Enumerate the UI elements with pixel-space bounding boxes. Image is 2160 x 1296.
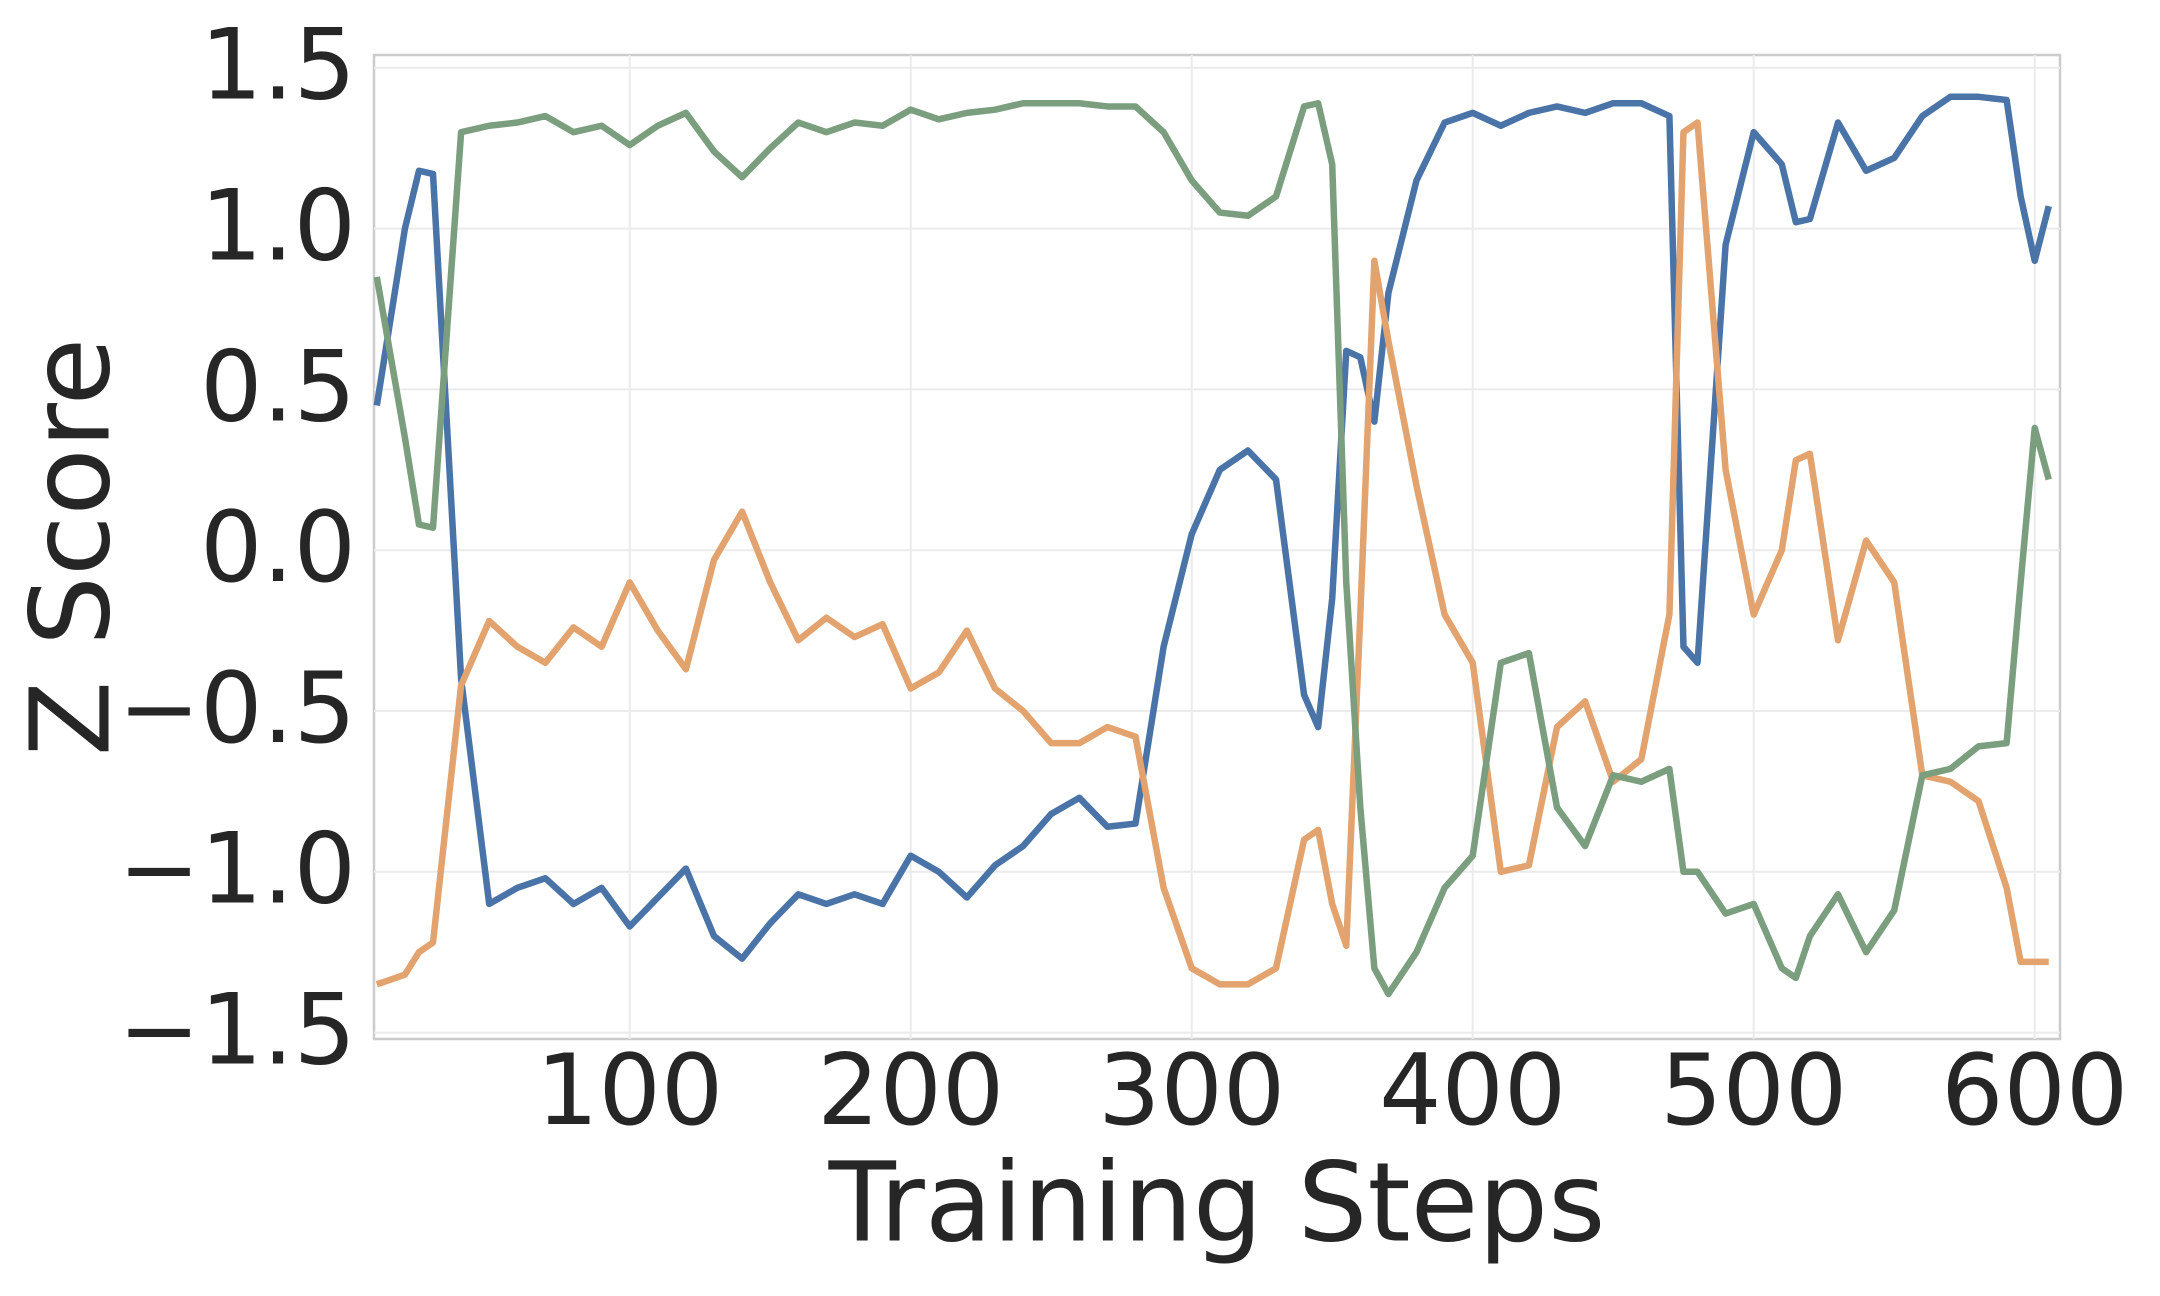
series-line xyxy=(373,99,2052,998)
y-tick-label: 1.0 xyxy=(200,169,356,283)
y-tick-label: 0.0 xyxy=(200,491,356,605)
y-tick-label: −0.5 xyxy=(118,652,356,766)
x-tick-label: 100 xyxy=(536,1034,723,1148)
series-line xyxy=(375,119,2049,988)
y-tick-label: 1.5 xyxy=(200,9,356,123)
x-tick-label: 200 xyxy=(817,1034,1004,1148)
x-tick-label: 300 xyxy=(1098,1034,1285,1148)
x-tick-label: 600 xyxy=(1941,1034,2128,1148)
y-tick-label: 0.5 xyxy=(200,330,356,444)
y-tick-label: −1.0 xyxy=(118,813,356,927)
x-tick-label: 500 xyxy=(1660,1034,1847,1148)
y-tick-label: −1.5 xyxy=(118,973,356,1087)
series-line xyxy=(373,93,2052,962)
x-tick-label: 400 xyxy=(1379,1034,1566,1148)
x-axis-label: Training Steps xyxy=(828,1138,1606,1266)
y-axis-label: Z Score xyxy=(6,338,134,756)
plot-frame xyxy=(372,53,2062,1041)
